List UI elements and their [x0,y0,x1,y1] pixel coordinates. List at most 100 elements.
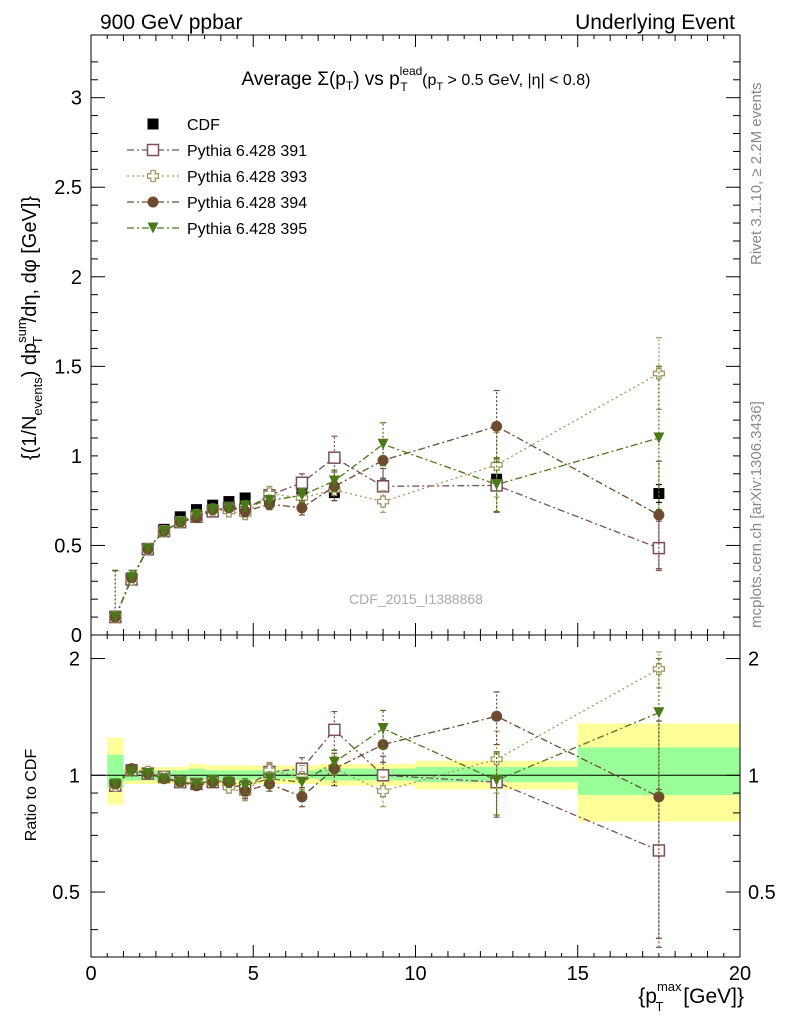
main-data-point [223,502,235,514]
legend-entry-4: Pythia 6.428 395 [127,221,307,238]
main-data-point [109,611,121,623]
main-data-point [328,451,341,464]
main-data-point [158,525,170,537]
main-plot-title: Average Σ(pT) vs plead T (pT > 0.5 GeV, |… [242,64,591,94]
ratio-data-point [652,844,666,857]
legend-entry-2: Pythia 6.428 393 [127,169,307,186]
main-data-point [190,509,202,521]
ratio-data-point [158,773,170,785]
legend-entry-0: CDF [147,117,220,134]
x-tick-label: 5 [248,963,259,985]
main-data-point [174,516,186,528]
ratio-data-point [653,707,665,719]
main-y-axis-label: {(1/Nevents) dpsumT/dη, dφ [GeV]} [14,196,45,460]
ratio-data-point [490,753,503,766]
x-tick-label: 10 [404,963,426,985]
main-y-tick-label: 2 [71,267,82,289]
main-data-point [328,475,340,487]
ratio-y-tick-label-right: 2 [748,649,759,671]
main-y-tick-label: 1.5 [54,356,82,378]
main-data-point [653,509,665,521]
x-tick-label: 15 [567,963,589,985]
main-data-point [376,480,390,493]
ratio-data-point [296,776,308,788]
x-tick-label: 0 [85,963,96,985]
ratio-data-point [376,769,390,782]
ratio-series-line [114,668,660,794]
ratio-data-point [174,776,186,788]
x-axis-label: {pmax T [GeV]} [638,979,744,1014]
legend-label: Pythia 6.428 394 [187,195,307,212]
ratio-data-point [126,766,138,778]
uncertainty-bands [91,723,740,822]
ratio-y-axis-label: Ratio to CDF [23,749,40,842]
main-data-point [223,496,235,508]
ratio-y-tick-label-right: 0.5 [748,882,776,904]
legend-entry-3: Pythia 6.428 394 [127,195,307,212]
legend-marker [147,118,159,130]
main-data-point [207,504,219,516]
ratio-data-point [207,774,219,786]
ratio-data-point [328,756,340,768]
main-data-point [491,420,503,432]
ratio-data-point [109,778,121,790]
legend: CDF Pythia 6.428 391 Pythia 6.428 393 Pythi… [127,117,307,238]
main-data-point [491,479,503,491]
band-green-2 [188,768,205,781]
ratio-data-point [239,780,251,792]
main-data-point [377,438,389,450]
ratio-data-point [328,763,340,775]
main-data-point [239,492,251,504]
data-series [109,337,666,948]
main-series-line [114,372,660,618]
header-right: Underlying Event [575,11,735,34]
main-y-tick-label: 0.5 [54,535,82,557]
ratio-y-tick-label: 2 [69,649,80,671]
ratio-data-point [296,791,308,803]
main-data-point [296,489,308,501]
axes-frames [90,34,741,958]
analysis-watermark: CDF_2015_I1388868 [349,591,483,607]
legend-marker [146,143,160,157]
legend-label: Pythia 6.428 391 [187,143,307,160]
ratio-series-line [114,712,660,787]
ratio-y-tick-label-right: 1 [748,765,759,787]
legend-label: Pythia 6.428 393 [187,169,307,186]
ratio-data-point [377,723,389,735]
main-data-point [142,543,154,555]
main-series-4 [109,365,665,623]
ratio-y-tick-label: 1 [69,765,80,787]
main-data-point [126,572,138,584]
legend-label: CDF [187,117,220,134]
legend-entry-1: Pythia 6.428 391 [127,143,307,160]
main-y-tick-label: 2.5 [54,177,82,199]
ratio-y-tick-label: 0.5 [52,882,80,904]
legend-label: Pythia 6.428 395 [187,221,307,238]
legend-marker [147,222,159,234]
header-left: 900 GeV ppbar [100,11,242,34]
ratio-data-point [263,773,275,785]
main-data-point [295,476,309,490]
main-data-point [376,495,390,508]
ratio-data-point [223,776,235,788]
ratio-data-point [653,791,665,803]
ratio-series-3 [109,657,665,816]
legend-marker [146,169,160,183]
ratio-data-point [491,774,503,786]
ratio-data-point [328,723,341,737]
main-data-point [296,502,308,514]
mcplots-credit-text: mcplots.cern.ch [arXiv:1306.3436] [748,401,765,628]
x-tick-label: 20 [729,963,751,985]
main-data-point [239,500,251,512]
ratio-data-point [491,710,503,722]
ratio-data-point [376,785,390,798]
main-data-point [653,432,665,444]
rivet-version-text: Rivet 3.1.10, ≥ 2.2M events [748,83,765,266]
main-y-tick-label: 1 [71,446,82,468]
tick-labels: 0 5 10 15 20 0 0.5 1 1.5 2 2.5 3 0.5 0.5 1 1 2 2 [52,88,776,985]
band-green-4 [253,770,319,779]
main-y-tick-label: 3 [71,88,82,110]
main-y-tick-label: 0 [71,625,82,647]
main-data-point [263,495,275,507]
